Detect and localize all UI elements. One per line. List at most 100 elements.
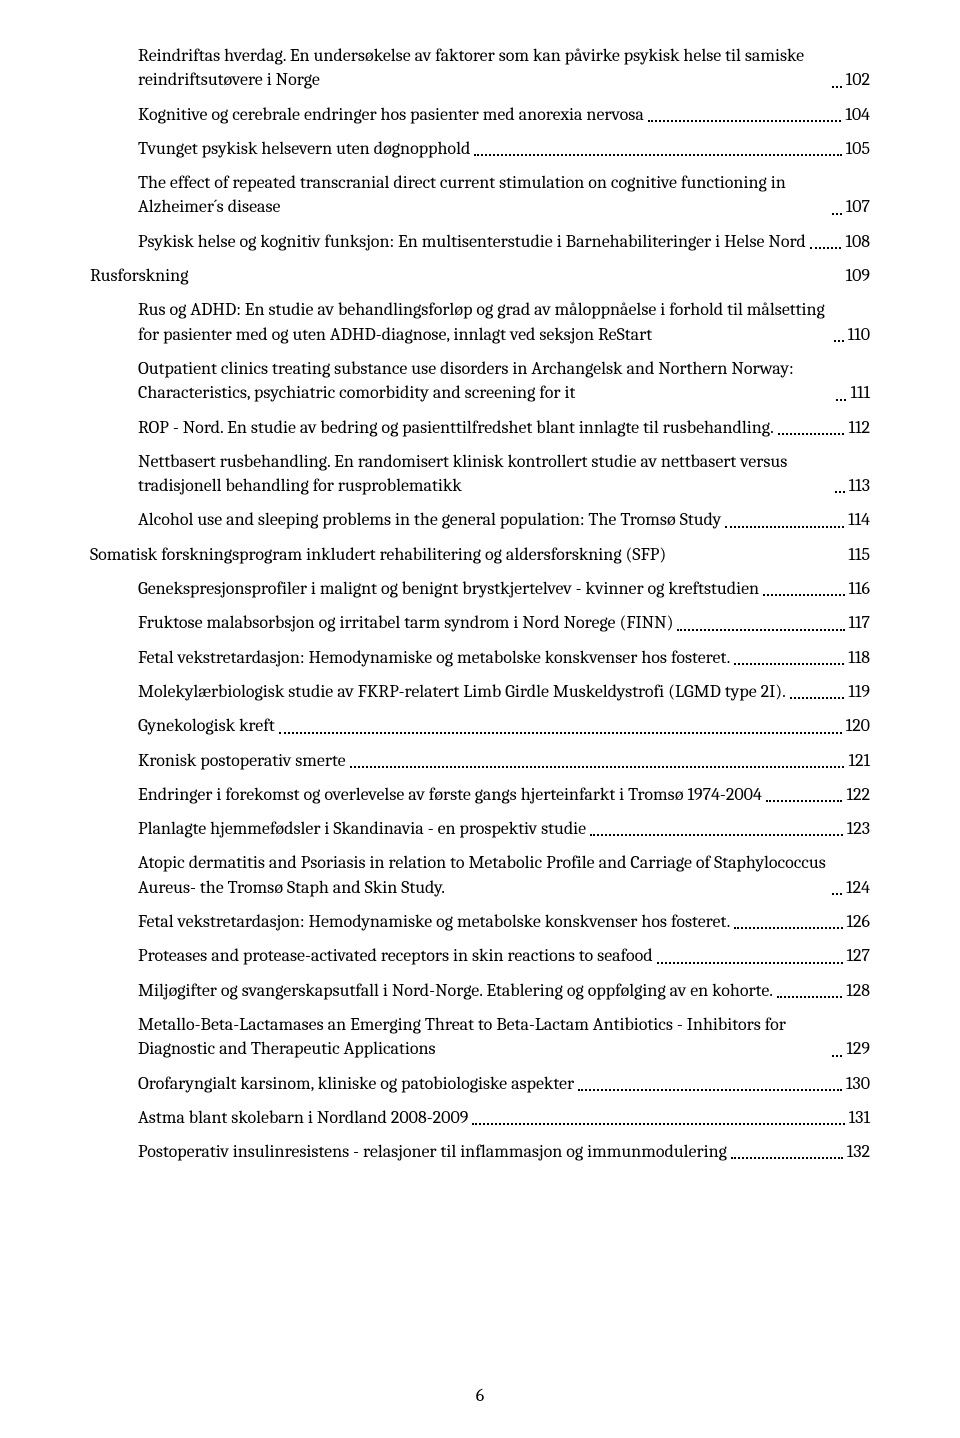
toc-entry-title: Outpatient clinics treating substance us… <box>138 357 832 406</box>
toc-entry-page: 127 <box>847 944 870 968</box>
page-number: 6 <box>0 1385 960 1406</box>
toc-entry: Tvunget psykisk helsevern uten døgnoppho… <box>90 137 870 161</box>
document-page: Reindriftas hverdag. En undersøkelse av … <box>0 0 960 1438</box>
toc-entry: Astma blant skolebarn i Nordland 2008-20… <box>90 1106 870 1130</box>
toc-entry-page: 118 <box>848 646 870 670</box>
toc-leader <box>834 340 844 342</box>
toc-entry: Psykisk helse og kognitiv funksjon: En m… <box>90 230 870 254</box>
toc-entry-page: 102 <box>846 68 870 92</box>
toc-entry: Fetal vekstretardasjon: Hemodynamiske og… <box>90 910 870 934</box>
toc-entry-page: 123 <box>847 817 870 841</box>
toc-entry: Fruktose malabsorbsjon og irritabel tarm… <box>90 611 870 635</box>
toc-entry: ROP - Nord. En studie av bedring og pasi… <box>90 416 870 440</box>
toc-entry: Somatisk forskningsprogram inkludert reh… <box>90 543 870 567</box>
toc-entry-page: 121 <box>848 749 870 773</box>
toc-entry: Rus og ADHD: En studie av behandlingsfor… <box>90 298 870 347</box>
toc-leader <box>725 526 844 528</box>
toc-entry-page: 117 <box>849 611 871 635</box>
toc-entry-page: 109 <box>846 264 870 288</box>
toc-entry-title: Fetal vekstretardasjon: Hemodynamiske og… <box>138 910 730 934</box>
toc-entry-page: 115 <box>848 543 870 567</box>
toc-leader <box>763 594 844 596</box>
toc-entry-title: ROP - Nord. En studie av bedring og pasi… <box>138 416 774 440</box>
toc-leader <box>472 1123 844 1125</box>
toc-entry-title: Alcohol use and sleeping problems in the… <box>138 508 721 532</box>
toc-entry-title: Rusforskning <box>90 264 188 288</box>
toc-leader <box>832 1055 842 1057</box>
toc-entry-page: 122 <box>846 783 870 807</box>
toc-leader <box>778 433 845 435</box>
toc-leader <box>832 86 842 88</box>
toc-entry-page: 120 <box>846 714 870 738</box>
toc-leader <box>832 893 842 895</box>
toc-entry-page: 132 <box>847 1140 870 1164</box>
toc-entry-title: Tvunget psykisk helsevern uten døgnoppho… <box>138 137 470 161</box>
toc-entry-page: 113 <box>849 474 870 498</box>
toc-entry: Reindriftas hverdag. En undersøkelse av … <box>90 44 870 93</box>
toc-entry: The effect of repeated transcranial dire… <box>90 171 870 220</box>
toc-entry: Atopic dermatitis and Psoriasis in relat… <box>90 851 870 900</box>
toc-entry-title: Genekspresjonsprofiler i malignt og beni… <box>138 577 759 601</box>
toc-entry: Alcohol use and sleeping problems in the… <box>90 508 870 532</box>
toc-entry-page: 112 <box>848 416 870 440</box>
toc-entry-title: Postoperativ insulinresistens - relasjon… <box>138 1140 727 1164</box>
toc-leader <box>777 996 842 998</box>
toc-leader <box>350 766 845 768</box>
toc-leader <box>836 399 846 401</box>
toc-entry-title: Orofaryngialt karsinom, kliniske og pato… <box>138 1072 574 1096</box>
toc-entry-title: Endringer i forekomst og overlevelse av … <box>138 783 762 807</box>
toc-entry: Nettbasert rusbehandling. En randomisert… <box>90 450 870 499</box>
toc-entry: Metallo-Beta-Lactamases an Emerging Thre… <box>90 1013 870 1062</box>
toc-entry-title: Gynekologisk kreft <box>138 714 275 738</box>
toc-entry: Kognitive og cerebrale endringer hos pas… <box>90 103 870 127</box>
toc-entry-page: 105 <box>846 137 870 161</box>
toc-entry-title: Fruktose malabsorbsjon og irritabel tarm… <box>138 611 673 635</box>
toc-entry: Gynekologisk kreft 120 <box>90 714 870 738</box>
toc-entry-title: Astma blant skolebarn i Nordland 2008-20… <box>138 1106 468 1130</box>
toc-entry-page: 110 <box>848 323 870 347</box>
toc-leader <box>578 1089 842 1091</box>
toc-entry: Molekylærbiologisk studie av FKRP-relate… <box>90 680 870 704</box>
toc-entry-title: Molekylærbiologisk studie av FKRP-relate… <box>138 680 786 704</box>
toc-leader <box>766 800 843 802</box>
toc-entry-title: The effect of repeated transcranial dire… <box>138 171 828 220</box>
toc-entry-title: Kognitive og cerebrale endringer hos pas… <box>138 103 644 127</box>
toc-entry-title: Somatisk forskningsprogram inkludert reh… <box>90 543 666 567</box>
toc-entry: Planlagte hjemmefødsler i Skandinavia - … <box>90 817 870 841</box>
toc-entry-page: 131 <box>849 1106 870 1130</box>
toc-entry-title: Psykisk helse og kognitiv funksjon: En m… <box>138 230 806 254</box>
toc-leader <box>810 247 842 249</box>
toc-entry-title: Atopic dermatitis and Psoriasis in relat… <box>138 851 828 900</box>
toc-entry-title: Nettbasert rusbehandling. En randomisert… <box>138 450 831 499</box>
toc-entry-page: 107 <box>846 195 870 219</box>
toc-leader <box>835 491 845 493</box>
toc-leader <box>832 213 842 215</box>
toc-entry-page: 126 <box>847 910 870 934</box>
toc-leader <box>731 1157 843 1159</box>
toc-entry-title: Metallo-Beta-Lactamases an Emerging Thre… <box>138 1013 828 1062</box>
toc-entry-page: 104 <box>845 103 870 127</box>
toc-entry-page: 129 <box>846 1037 870 1061</box>
toc-entry-title: Planlagte hjemmefødsler i Skandinavia - … <box>138 817 586 841</box>
toc-entry-title: Kronisk postoperativ smerte <box>138 749 346 773</box>
toc-leader <box>648 120 842 122</box>
toc-leader <box>474 154 841 156</box>
toc-leader <box>657 962 843 964</box>
toc-entry: Postoperativ insulinresistens - relasjon… <box>90 1140 870 1164</box>
toc-entry-title: Proteases and protease-activated recepto… <box>138 944 653 968</box>
toc-leader <box>734 663 844 665</box>
table-of-contents: Reindriftas hverdag. En undersøkelse av … <box>90 44 870 1164</box>
toc-entry: Miljøgifter og svangerskapsutfall i Nord… <box>90 979 870 1003</box>
toc-entry-page: 119 <box>848 680 870 704</box>
toc-entry: Outpatient clinics treating substance us… <box>90 357 870 406</box>
toc-entry: Fetal vekstretardasjon: Hemodynamiske og… <box>90 646 870 670</box>
toc-entry: Genekspresjonsprofiler i malignt og beni… <box>90 577 870 601</box>
toc-entry: Endringer i forekomst og overlevelse av … <box>90 783 870 807</box>
toc-entry-page: 130 <box>846 1072 870 1096</box>
toc-entry-page: 116 <box>849 577 871 601</box>
toc-entry: Orofaryngialt karsinom, kliniske og pato… <box>90 1072 870 1096</box>
toc-entry-title: Reindriftas hverdag. En undersøkelse av … <box>138 44 828 93</box>
toc-entry-page: 108 <box>845 230 870 254</box>
toc-entry-page: 111 <box>850 381 870 405</box>
toc-entry-title: Miljøgifter og svangerskapsutfall i Nord… <box>138 979 773 1003</box>
